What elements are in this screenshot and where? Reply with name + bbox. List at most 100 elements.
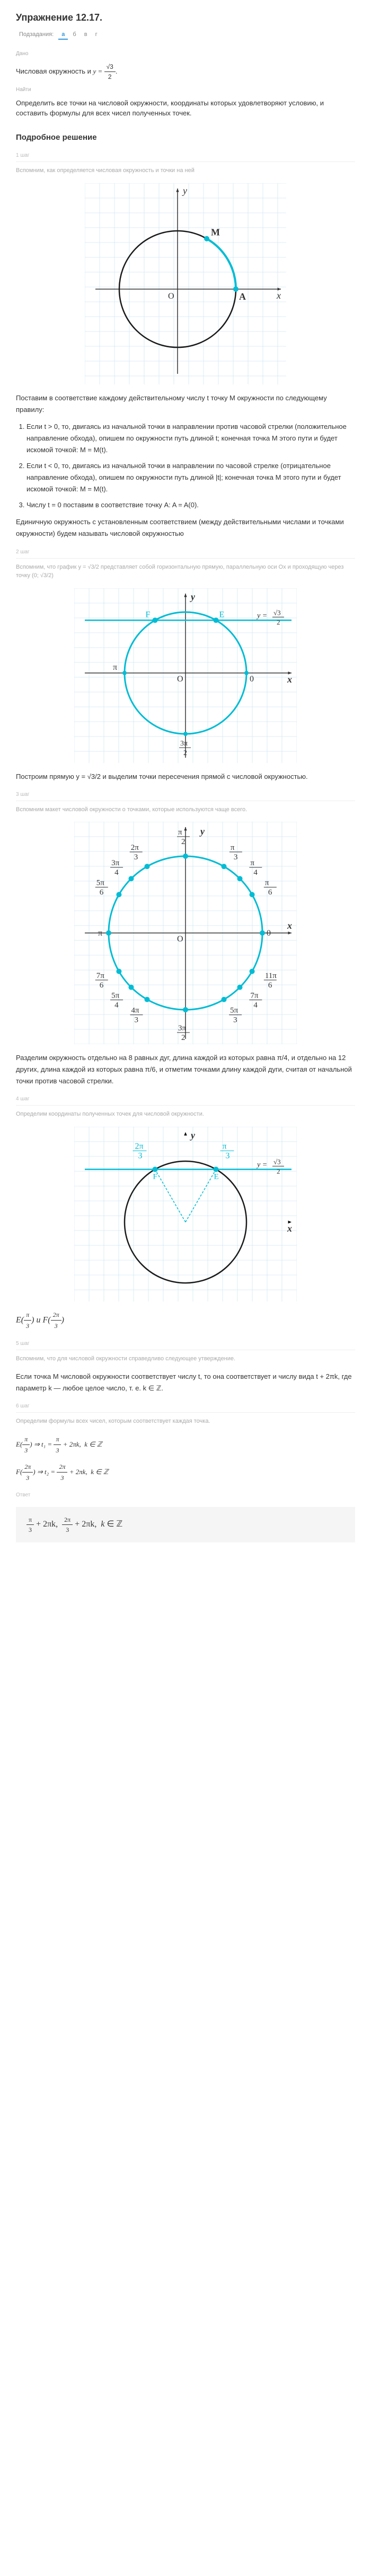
step3-desc: Вспомним макет числовой окружности о точ… (16, 805, 355, 814)
svg-text:x: x (287, 920, 292, 931)
body1-item3: Числу t = 0 поставим в соответствие точк… (26, 499, 355, 511)
step1-desc: Вспомним, как определяется числовая окру… (16, 166, 355, 175)
svg-text:2π: 2π (131, 843, 139, 852)
svg-text:M: M (211, 227, 220, 237)
given-label: Дано (16, 50, 355, 58)
svg-text:3: 3 (233, 1016, 237, 1025)
answer-box: π3 + 2πk, 2π3 + 2πk, k ∈ ℤ (16, 1507, 355, 1542)
step5-label: 5 шаг (16, 1340, 355, 1350)
svg-text:7π: 7π (96, 972, 105, 980)
svg-text:7π: 7π (250, 991, 259, 1000)
step4-desc: Определим координаты полученных точек дл… (16, 1110, 355, 1119)
subtask-b[interactable]: б (69, 30, 79, 39)
svg-text:0: 0 (267, 929, 271, 938)
svg-text:6: 6 (100, 981, 104, 990)
svg-text:x: x (276, 290, 281, 301)
svg-text:5π: 5π (96, 879, 105, 887)
svg-text:π: π (98, 929, 102, 938)
given-text: Числовая окружность и y = √32. (16, 62, 355, 82)
step3-label: 3 шаг (16, 791, 355, 801)
svg-text:y =: y = (256, 612, 267, 620)
svg-text:π: π (113, 663, 117, 672)
svg-text:2: 2 (183, 749, 187, 757)
svg-text:4: 4 (253, 1001, 258, 1009)
svg-text:11π: 11π (265, 972, 277, 980)
svg-text:6: 6 (268, 888, 272, 897)
svg-text:3π: 3π (180, 740, 188, 748)
svg-text:A: A (239, 291, 246, 302)
svg-text:y =: y = (256, 1161, 267, 1169)
subtask-d[interactable]: г (92, 30, 101, 39)
svg-text:2: 2 (277, 1167, 280, 1175)
subtasks-label: Подзадания: (16, 30, 57, 39)
svg-text:4: 4 (114, 868, 119, 877)
step2-desc: Вспомним, что график y = √3/2 представля… (16, 563, 355, 580)
body1-intro: Поставим в соответствие каждому действит… (16, 392, 355, 416)
step6-desc: Определим формулы всех чисел, которым со… (16, 1417, 355, 1426)
step5-desc: Вспомним, что для числовой окружности сп… (16, 1354, 355, 1363)
svg-text:4π: 4π (131, 1007, 140, 1015)
svg-text:6: 6 (100, 888, 104, 897)
find-text: Определить все точки на числовой окружно… (16, 98, 355, 119)
svg-text:E: E (219, 610, 225, 619)
step2-label: 2 шаг (16, 548, 355, 559)
svg-text:π: π (223, 1142, 227, 1151)
svg-text:5π: 5π (111, 991, 120, 1000)
svg-text:√3: √3 (273, 1157, 281, 1165)
svg-text:E: E (214, 1172, 219, 1181)
body2-text: Построим прямую y = √3/2 и выделим точки… (16, 771, 355, 783)
find-label: Найти (16, 86, 355, 94)
body3-text: Разделим окружность отдельно на 8 равных… (16, 1052, 355, 1087)
svg-text:2: 2 (181, 1034, 186, 1042)
svg-text:3: 3 (234, 853, 238, 861)
body6-formula2: F(2π3) ⇒ t₂ = 2π3 + 2πk, k ∈ ℤ (16, 1461, 355, 1484)
svg-text:x: x (287, 1223, 292, 1234)
svg-text:y: y (199, 826, 205, 837)
body5-text: Если точка M числовой окружности соответ… (16, 1371, 355, 1394)
svg-text:y: y (190, 591, 196, 602)
svg-text:F: F (153, 1172, 157, 1181)
svg-text:π: π (231, 843, 235, 852)
body1-item1: Если t > 0, то, двигаясь из начальной то… (26, 421, 355, 456)
exercise-title: Упражнение 12.17. (16, 11, 355, 25)
svg-text:0: 0 (250, 675, 254, 684)
svg-text:4: 4 (253, 868, 258, 877)
svg-text:2π: 2π (135, 1142, 144, 1151)
svg-text:2: 2 (277, 618, 280, 626)
svg-text:4: 4 (114, 1001, 119, 1009)
svg-text:y: y (190, 1130, 196, 1141)
subtask-c[interactable]: в (81, 30, 91, 39)
svg-text:O: O (177, 935, 183, 944)
svg-text:π: π (178, 828, 182, 837)
body1-outro: Единичную окружность с установленным соо… (16, 516, 355, 540)
answer-label: Ответ (16, 1491, 355, 1499)
svg-text:3: 3 (138, 1151, 143, 1160)
step1-label: 1 шаг (16, 151, 355, 162)
step6-label: 6 шаг (16, 1402, 355, 1413)
svg-text:5π: 5π (230, 1007, 238, 1015)
svg-text:O: O (168, 292, 174, 301)
subtask-a[interactable]: а (58, 30, 68, 40)
subtasks-row: Подзадания: а б в г (16, 30, 355, 39)
body4-formula: E(π3) и F(2π3) (16, 1309, 355, 1332)
svg-text:3: 3 (134, 853, 138, 861)
diagram-line-intersect: EFOxyπ03π2y = √32 (74, 588, 297, 763)
svg-text:F: F (146, 610, 151, 619)
svg-text:3: 3 (135, 1016, 139, 1025)
svg-text:π: π (250, 859, 254, 867)
svg-text:3π: 3π (178, 1024, 187, 1033)
svg-text:√3: √3 (273, 608, 281, 616)
diagram-unit-circle-full: Oxy0ππ23π2π6π4π32π33π45π67π65π44π35π37π4… (74, 822, 297, 1044)
svg-text:x: x (287, 674, 292, 685)
svg-text:π: π (265, 879, 269, 887)
solution-subtitle: Подробное решение (16, 132, 355, 144)
svg-text:6: 6 (268, 981, 272, 990)
svg-text:3: 3 (226, 1151, 230, 1160)
svg-text:2: 2 (181, 838, 186, 846)
body1-list: Если t > 0, то, двигаясь из начальной то… (16, 421, 355, 511)
body6-formula1: E(π3) ⇒ t₁ = π3 + 2πk, k ∈ ℤ (16, 1434, 355, 1456)
diagram-points-labeled: EFxyπ32π3y = √32 (74, 1127, 297, 1302)
svg-text:3π: 3π (111, 859, 120, 867)
diagram-circle-basic: MAOxy (85, 183, 286, 384)
body1-item2: Если t < 0, то, двигаясь из начальной то… (26, 460, 355, 495)
